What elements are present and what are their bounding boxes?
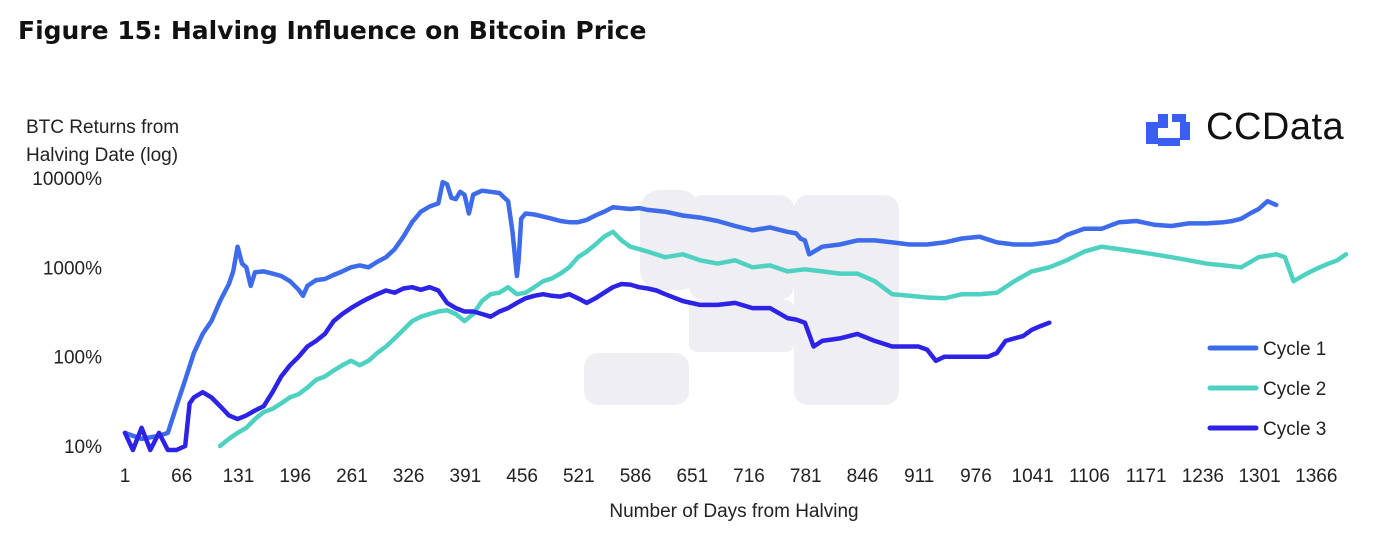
y-axis-ticks: 10% 100% 1000% 10000% [32,169,102,458]
legend-label: Cycle 2 [1263,379,1326,400]
x-tick-label: 586 [620,466,652,487]
x-tick-label: 1171 [1126,466,1167,487]
x-tick-label: 521 [563,466,595,487]
x-tick-label: 1 [120,466,131,487]
x-tick-label: 66 [171,466,192,487]
legend-label: Cycle 1 [1263,339,1326,360]
x-tick-label: 1106 [1069,466,1110,487]
watermark [584,190,899,405]
y-axis-label-line-1: BTC Returns from [26,117,180,138]
x-tick-label: 1366 [1295,466,1337,487]
series-layer [122,179,1349,453]
series-line-cycle-1 [122,179,1279,442]
y-tick-label: 1000% [43,258,102,279]
x-tick-label: 1301 [1238,466,1280,487]
x-tick-label: 651 [676,466,708,487]
x-tick-label: 391 [450,466,482,487]
x-tick-label: 196 [279,466,311,487]
y-tick-label: 100% [53,348,102,369]
x-tick-label: 326 [393,466,425,487]
x-axis-ticks: 1 66 131 196 261 326 391 456 521 586 651 716 781 846 9… [120,466,1338,487]
logo-text: CCData [1206,106,1345,148]
x-tick-label: 716 [733,466,765,487]
x-tick-label: 976 [960,466,992,487]
legend-label: Cycle 3 [1263,419,1326,440]
x-tick-label: 911 [904,466,934,487]
x-tick-label: 456 [506,466,538,487]
ccdata-logo: CCData [1142,106,1372,154]
x-tick-label: 131 [223,466,255,487]
y-axis-label-line-2: Halving Date (log) [26,145,179,166]
series-line-cycle-2 [217,229,1349,449]
y-tick-label: 10000% [32,169,102,190]
legend: Cycle 1 Cycle 2 Cycle 3 [1207,339,1326,440]
x-tick-label: 781 [790,466,822,487]
x-tick-label: 846 [847,466,879,487]
x-tick-label: 1041 [1012,466,1054,487]
x-tick-label: 261 [336,466,368,487]
x-axis-title: Number of Days from Halving [609,501,858,522]
y-axis-label: BTC Returns from Halving Date (log) [26,114,179,170]
ccdata-logo-icon [1146,114,1190,146]
page-title: Figure 15: Halving Influence on Bitcoin … [18,16,647,45]
y-tick-label: 10% [64,437,102,458]
series-line-cycle-3 [122,281,1052,453]
x-tick-label: 1236 [1182,466,1224,487]
